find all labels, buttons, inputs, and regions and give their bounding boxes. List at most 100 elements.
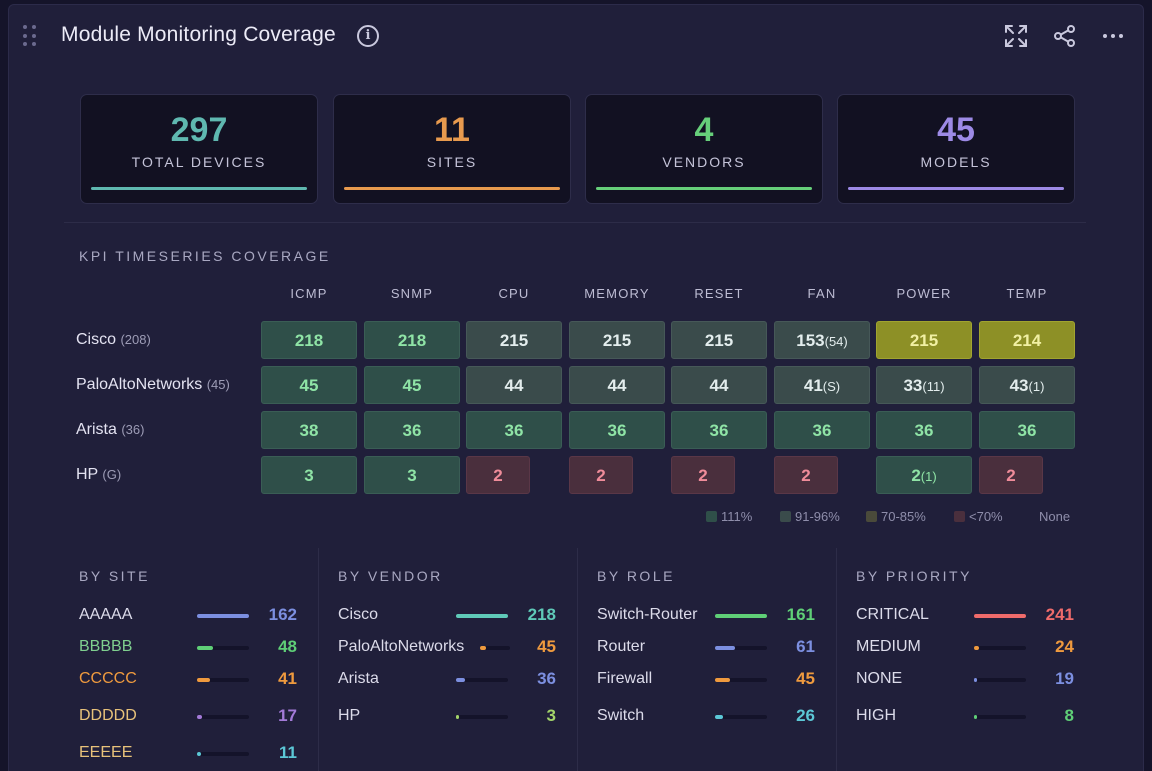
breakdown-item-name[interactable]: Switch: [597, 707, 645, 724]
kpi-cell[interactable]: 36: [876, 411, 972, 449]
summary-card-vendors: 4 VENDORS: [585, 94, 823, 204]
drag-handle-icon[interactable]: [23, 25, 37, 47]
breakdown-item-value: 45: [537, 637, 556, 656]
breakdown-item-value: 218: [527, 605, 556, 624]
kpi-cell-value: 2: [493, 466, 503, 485]
legend-label: 111%: [721, 509, 753, 524]
breakdown-item-name[interactable]: AAAAA: [79, 606, 133, 623]
kpi-cell[interactable]: 214: [979, 321, 1075, 359]
kpi-cell-value: 36: [402, 421, 422, 440]
summary-accent-bar: [596, 187, 812, 190]
kpi-cell[interactable]: 2: [466, 456, 530, 494]
kpi-cell-value: 36: [914, 421, 934, 440]
kpi-cell[interactable]: 2: [569, 456, 633, 494]
breakdown-title-by-priority: BY PRIORITY: [856, 568, 972, 584]
breakdown-item-name[interactable]: HIGH: [856, 707, 896, 724]
breakdown-bar-track: [974, 678, 1026, 682]
breakdown-item-name[interactable]: CRITICAL: [856, 606, 929, 623]
kpi-cell-value: 43: [1009, 376, 1029, 395]
summary-label: MODELS: [920, 154, 992, 170]
kpi-cell[interactable]: 215: [671, 321, 767, 359]
kpi-cell[interactable]: 36: [364, 411, 460, 449]
expand-icon[interactable]: [1003, 23, 1029, 49]
breakdown-bar-fill: [197, 715, 203, 719]
breakdown-bar-track: [715, 646, 767, 650]
kpi-cell[interactable]: 44: [569, 366, 665, 404]
breakdown-bar-fill: [197, 646, 213, 650]
column-header-temp: TEMP: [1006, 286, 1048, 301]
kpi-cell[interactable]: 33(11): [876, 366, 972, 404]
section-divider: [64, 222, 1086, 223]
kpi-cell-value: 36: [709, 421, 729, 440]
breakdown-item-value: 26: [796, 706, 815, 725]
breakdown-bar-track: [974, 646, 1026, 650]
breakdown-bar-track: [715, 678, 767, 682]
kpi-cell[interactable]: 36: [979, 411, 1075, 449]
kpi-cell-value: 36: [607, 421, 627, 440]
breakdown-bar-fill: [974, 614, 1026, 618]
kpi-cell[interactable]: 2: [774, 456, 838, 494]
breakdown-item-name[interactable]: EEEEE: [79, 744, 133, 761]
breakdown-item-value: 11: [279, 743, 297, 762]
kpi-cell-value: 44: [709, 376, 729, 395]
kpi-cell[interactable]: 218: [261, 321, 357, 359]
kpi-cell[interactable]: 215: [466, 321, 562, 359]
breakdown-item-name[interactable]: CCCCC: [79, 670, 137, 687]
summary-card-models: 45 MODELS: [837, 94, 1075, 204]
kpi-cell[interactable]: 41(S): [774, 366, 870, 404]
column-header-icmp: ICMP: [290, 286, 328, 301]
kpi-cell[interactable]: 2: [671, 456, 735, 494]
kpi-cell[interactable]: 215: [569, 321, 665, 359]
breakdown-item-value: 162: [268, 605, 297, 624]
kpi-cell[interactable]: 2(1): [876, 456, 972, 494]
summary-value: 4: [694, 111, 714, 149]
kpi-cell-value: 3: [304, 466, 314, 485]
share-icon[interactable]: [1052, 23, 1078, 49]
breakdown-item-name[interactable]: Cisco: [338, 606, 379, 623]
summary-card-sites: 11 SITES: [333, 94, 571, 204]
kpi-cell-value: 36: [1017, 421, 1037, 440]
breakdown-item-name[interactable]: NONE: [856, 670, 903, 687]
kpi-cell[interactable]: 44: [671, 366, 767, 404]
kpi-cell-value: 215: [704, 331, 734, 350]
kpi-cell[interactable]: 36: [774, 411, 870, 449]
kpi-cell[interactable]: 38: [261, 411, 357, 449]
kpi-cell[interactable]: 2: [979, 456, 1043, 494]
info-icon[interactable]: i: [357, 25, 379, 47]
kpi-cell[interactable]: 153(54): [774, 321, 870, 359]
column-header-snmp: SNMP: [390, 286, 434, 301]
breakdown-bar-fill: [480, 646, 486, 650]
breakdown-item-name[interactable]: Router: [597, 638, 646, 655]
kpi-cell[interactable]: 215: [876, 321, 972, 359]
legend-swatch: [866, 511, 877, 522]
breakdown-title-by-role: BY ROLE: [597, 568, 675, 584]
breakdown-item-name[interactable]: BBBBB: [79, 638, 133, 655]
breakdown-item-name[interactable]: HP: [338, 707, 361, 724]
kpi-cell[interactable]: 45: [261, 366, 357, 404]
breakdown-bar-track: [480, 646, 510, 650]
breakdown-bar-fill: [197, 752, 201, 756]
breakdown-item-value: 24: [1055, 637, 1074, 656]
kpi-cell[interactable]: 36: [466, 411, 562, 449]
kpi-cell[interactable]: 45: [364, 366, 460, 404]
kpi-cell-value: 3: [407, 466, 417, 485]
kpi-cell-value: 44: [504, 376, 524, 395]
breakdown-item-name[interactable]: Firewall: [597, 670, 653, 687]
kpi-cell[interactable]: 43(1): [979, 366, 1075, 404]
kpi-cell[interactable]: 36: [569, 411, 665, 449]
kpi-cell[interactable]: 3: [364, 456, 460, 494]
breakdown-item-name[interactable]: DDDDD: [79, 707, 137, 724]
breakdown-item-name[interactable]: Switch-Router: [597, 606, 698, 623]
breakdown-item-name[interactable]: MEDIUM: [856, 638, 921, 655]
kpi-cell[interactable]: 3: [261, 456, 357, 494]
kpi-cell[interactable]: 36: [671, 411, 767, 449]
kpi-cell-value: 2: [596, 466, 606, 485]
more-options-icon[interactable]: [1100, 23, 1126, 49]
legend-swatch: [706, 511, 717, 522]
kpi-cell[interactable]: 218: [364, 321, 460, 359]
breakdown-item-name[interactable]: PaloAltoNetworks: [338, 638, 465, 655]
breakdown-item-name[interactable]: Arista: [338, 670, 379, 687]
breakdown-bar-fill: [456, 715, 459, 719]
breakdown-item-value: 36: [537, 669, 556, 688]
kpi-cell[interactable]: 44: [466, 366, 562, 404]
